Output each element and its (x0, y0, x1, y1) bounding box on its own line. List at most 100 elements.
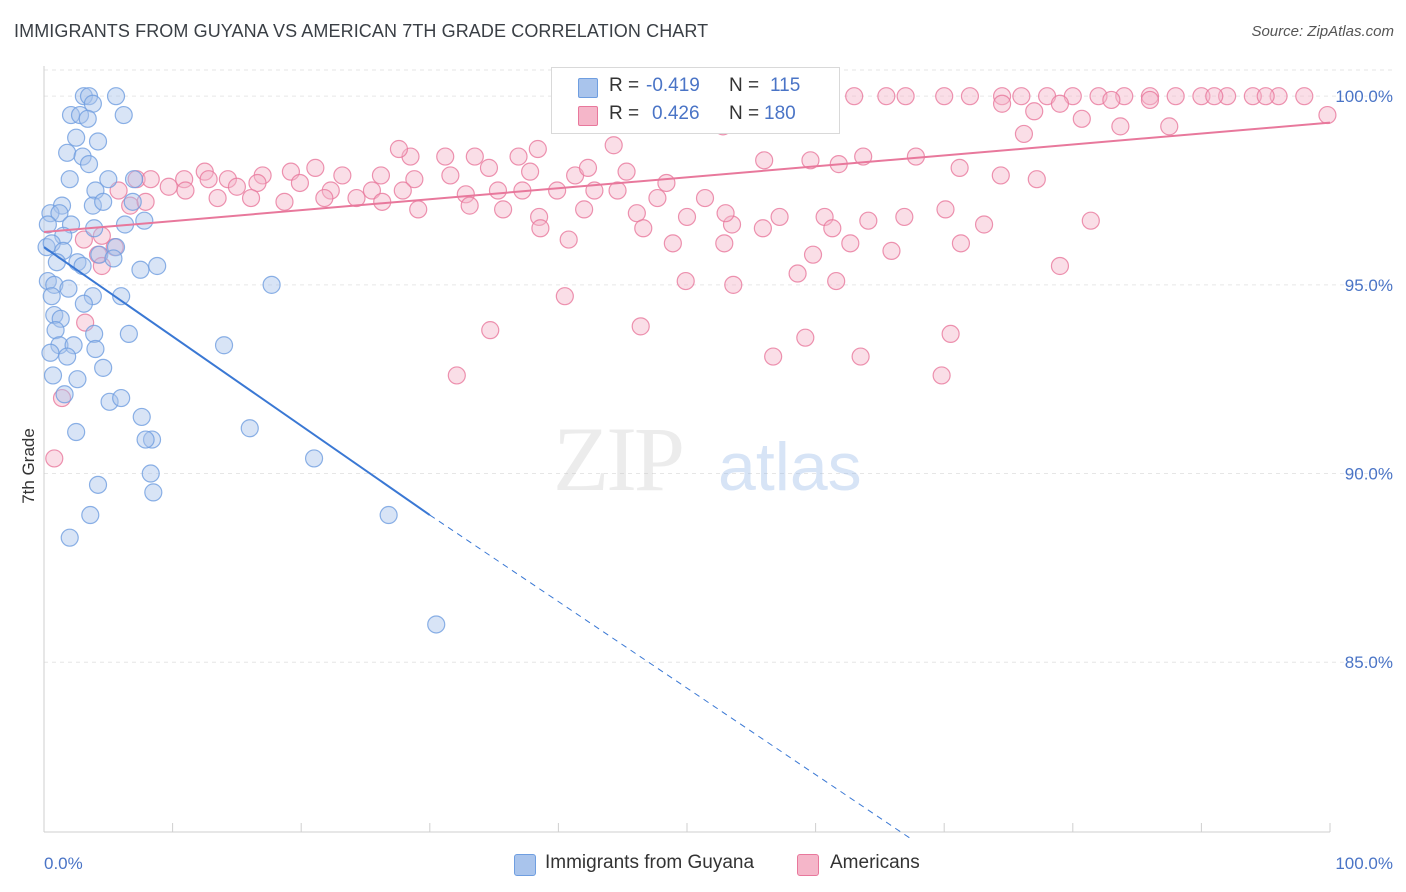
americans-point (436, 147, 455, 166)
americans-point (1014, 124, 1034, 144)
americans-point (801, 151, 820, 170)
americans-point (715, 234, 734, 253)
americans-point (290, 173, 310, 193)
guyana-point (304, 449, 324, 468)
americans-point (555, 287, 574, 306)
americans-point (991, 166, 1010, 185)
americans-point (695, 188, 715, 208)
guyana-point (50, 204, 69, 223)
guyana-point (74, 294, 93, 313)
americans-point (608, 181, 627, 200)
americans-point (627, 204, 646, 223)
guyana-point (67, 422, 86, 442)
americans-point (724, 275, 743, 294)
guyana-point (142, 430, 162, 449)
guyana-point (136, 430, 155, 449)
guyana-point (148, 256, 167, 276)
guyana-point (131, 260, 150, 279)
source-credit: Source: ZipAtlas.com (1251, 23, 1394, 40)
legend-swatch-guyana (578, 78, 598, 98)
trend-line-americans (43, 121, 1331, 234)
chart-title: IMMIGRANTS FROM GUYANA VS AMERICAN 7TH G… (14, 21, 709, 41)
y-tick-label: 85.0% (1345, 653, 1393, 672)
guyana-point (85, 324, 104, 344)
americans-point (176, 181, 195, 200)
trend-lines (43, 121, 1331, 840)
americans-point (447, 366, 466, 385)
americans-point (851, 347, 870, 366)
guyana-point (86, 339, 105, 359)
americans-point (509, 147, 528, 166)
americans-point (347, 188, 366, 208)
americans-point (528, 139, 547, 159)
x-tick-label: 100.0% (1335, 854, 1393, 873)
guyana-point (45, 275, 64, 294)
guyana-point (59, 279, 78, 298)
americans-point (896, 87, 915, 106)
y-tick-label: 100.0% (1335, 87, 1393, 106)
guyana-point (67, 128, 86, 147)
americans-point (770, 207, 789, 227)
americans-point (1205, 87, 1224, 106)
americans-point (935, 87, 954, 106)
americans-point (950, 158, 969, 177)
americans-point (321, 181, 340, 200)
americans-point (882, 241, 901, 260)
grid-lines (44, 69, 1394, 663)
americans-point (208, 188, 227, 208)
guyana-point (68, 370, 87, 389)
guyana-point (60, 170, 79, 189)
legend-n-label: N = (729, 103, 760, 124)
guyana-point (90, 245, 109, 264)
americans-point (722, 215, 742, 234)
correlation-legend: R = -0.419 N = 115 R = 0.426 N = 180 (551, 67, 840, 134)
americans-point (389, 139, 409, 159)
guyana-point (78, 109, 97, 128)
legend-r-value: -0.419 (646, 75, 700, 96)
legend-swatch-americans (578, 106, 598, 126)
americans-point (657, 173, 676, 193)
americans-point (1050, 94, 1070, 113)
americans-point (859, 211, 878, 230)
americans-point (676, 271, 695, 291)
guyana-point (214, 336, 234, 355)
americans-point (648, 188, 667, 208)
americans-point (1140, 90, 1160, 110)
americans-point (1243, 87, 1262, 106)
guyana-point (43, 366, 63, 385)
americans-point (1012, 87, 1031, 106)
legend-label-americans: Americans (830, 852, 920, 873)
americans-point (494, 200, 513, 219)
watermark-atlas: atlas (718, 429, 862, 505)
guyana-point (132, 407, 151, 427)
americans-point (936, 200, 955, 219)
axes (43, 66, 1331, 833)
americans-point (823, 219, 842, 238)
americans-point (1166, 87, 1185, 106)
trend-line-guyana (43, 246, 431, 516)
legend-row-americans: R = 0.426 N = 180 (552, 102, 839, 130)
americans-point (974, 215, 994, 234)
guyana-point (106, 238, 126, 257)
americans-point (531, 219, 550, 238)
americans-point (227, 177, 246, 196)
guyana-point (99, 170, 118, 189)
americans-point (1256, 87, 1275, 106)
americans-point (575, 200, 594, 219)
guyana-point (114, 105, 133, 125)
legend-r-label: R = (609, 75, 640, 96)
americans-point (960, 87, 980, 106)
americans-point (248, 173, 267, 193)
guyana-point (79, 155, 99, 174)
americans-point (1081, 211, 1100, 230)
guyana-point (41, 343, 60, 362)
americans-point (845, 87, 864, 106)
americans-point (895, 207, 914, 227)
americans-point (521, 162, 540, 181)
legend-row-guyana: R = -0.419 N = 115 (552, 74, 839, 102)
x-tick-label: 0.0% (44, 854, 83, 873)
guyana-point (94, 192, 113, 211)
guyana-point (58, 143, 77, 162)
americans-point (1218, 87, 1237, 106)
americans-point (827, 271, 846, 291)
